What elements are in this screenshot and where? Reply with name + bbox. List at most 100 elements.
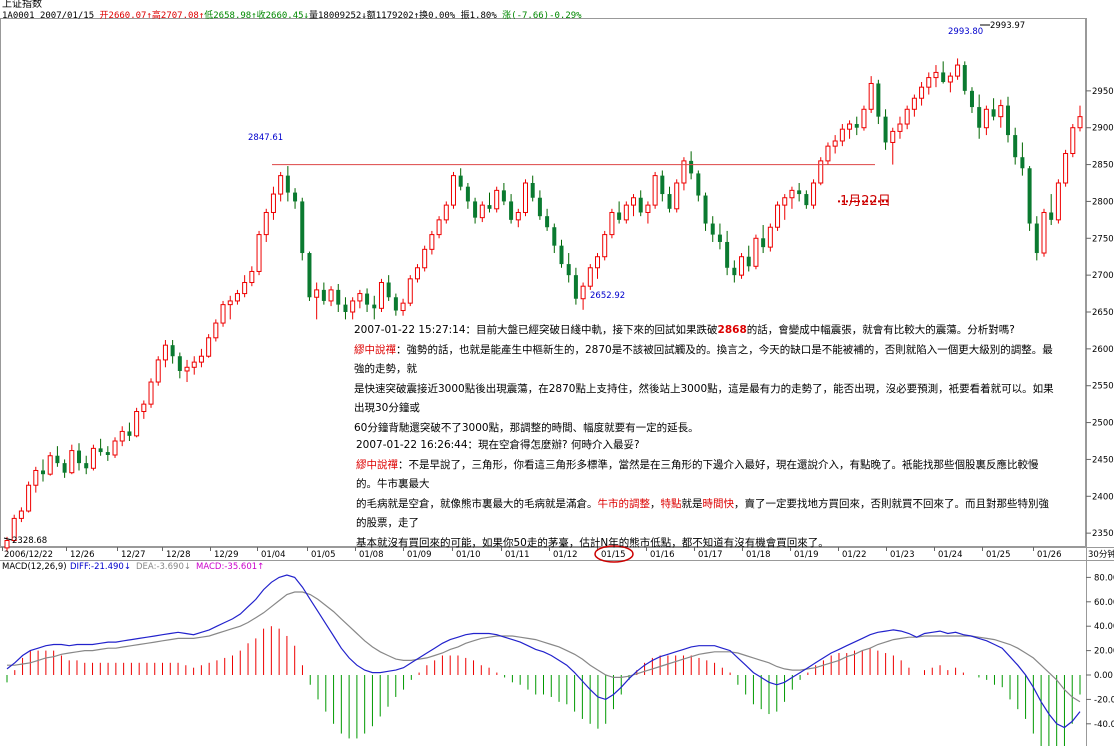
candle-body (832, 140, 838, 147)
candle-body (876, 83, 881, 117)
macd-diff-label: DIFF:-21.490↓ (70, 562, 131, 572)
x-tick-label: 01/25 (986, 550, 1011, 560)
candle-body (112, 440, 118, 456)
candle-body (213, 322, 219, 339)
annotation-block-2: 2007-01-22 16:26:44：現在空倉得怎麼辦? 何時介入最妥? 繆中… (356, 436, 1056, 553)
x-tick-label: 01/08 (359, 550, 384, 560)
candle-body (566, 264, 571, 276)
quote-line: 1A0001 2007/01/15 开2660.07↑高2707.08↑低265… (2, 11, 582, 21)
circled-date-marker (594, 545, 634, 563)
candle-body (775, 204, 781, 228)
candle-body (393, 297, 398, 311)
candle-body (473, 201, 478, 218)
candle-body (256, 234, 262, 272)
candle-body (170, 345, 175, 357)
macd-y-tick-label: 20.00 (1094, 647, 1114, 657)
candle-body (617, 212, 622, 220)
candle-body (77, 450, 82, 464)
candle-body (249, 270, 255, 284)
y-tick-label: 2550. (1092, 382, 1114, 392)
candle-body (343, 304, 348, 312)
x-tick-label: 12/26 (70, 550, 95, 560)
candle-body (365, 293, 370, 305)
candle-body (494, 189, 500, 210)
candle-body (804, 194, 809, 206)
period-label: 30分钟 (1088, 549, 1114, 560)
low-value: 低2658.98↑ (204, 11, 257, 21)
candle-body (789, 189, 795, 199)
candle-body (609, 211, 615, 236)
price-label-peak2: 2993.80 (948, 27, 983, 37)
candle-body (580, 285, 586, 300)
candle-body (522, 182, 528, 213)
candle-body (587, 267, 593, 287)
x-tick-label: 01/24 (938, 550, 963, 560)
candle-body (220, 304, 226, 324)
question-2: 2007-01-22 16:26:44：現在空倉得怎麼辦? 何時介入最妥? (356, 439, 640, 451)
candle-body (479, 204, 485, 219)
candle-body (1013, 135, 1018, 158)
candle-body (278, 175, 284, 195)
candle-body (681, 160, 687, 184)
candle-body (378, 282, 384, 309)
y-tick-label: 2750. (1092, 234, 1114, 244)
x-tick-label: 01/22 (842, 550, 867, 560)
candle-body (515, 211, 521, 221)
candle-body (98, 448, 103, 453)
candle-body (4, 540, 10, 549)
leader-line (3, 537, 13, 541)
candle-body (372, 304, 377, 309)
candle-body (90, 447, 96, 469)
candle-body (242, 282, 248, 295)
candle-body (767, 226, 773, 248)
candle-body (422, 248, 428, 269)
candle-body (602, 234, 608, 258)
y-tick-label: 2350. (1092, 529, 1114, 539)
candle-body (270, 193, 276, 213)
x-tick-label: 01/23 (890, 550, 915, 560)
candle-body (947, 75, 953, 83)
candle-body (998, 105, 1004, 118)
dea-line (7, 591, 1081, 703)
candle-body (465, 186, 470, 202)
x-tick-label: 01/09 (407, 550, 432, 560)
candle-body (429, 234, 435, 250)
candle-body (119, 430, 125, 442)
x-tick-label: 01/10 (456, 550, 481, 560)
candle-body (782, 197, 788, 206)
reply-1: 繆中說禪：強勢的話，也就是能產生中樞新生的，2870是不該被回試觸及的。換言之，… (354, 343, 1053, 376)
macd-dea-label: DEA:-3.690↓ (136, 562, 191, 572)
y-tick-label: 2700. (1092, 271, 1114, 281)
x-tick-label: 12/27 (121, 550, 146, 560)
candle-body (1041, 211, 1047, 254)
code: 1A0001 (2, 11, 35, 21)
y-tick-label: 2450. (1092, 455, 1114, 465)
candle-body (47, 455, 53, 475)
candle-body (1027, 168, 1032, 224)
macd-y-tick-label: 40.00 (1094, 622, 1114, 632)
candle-body (710, 223, 715, 235)
candle-body (696, 173, 701, 196)
candle-body (825, 145, 831, 162)
y-tick-label: 2800. (1092, 197, 1114, 207)
candle-body (868, 82, 874, 110)
candle-body (674, 182, 680, 210)
candle-body (1049, 212, 1054, 220)
x-tick-label: 12/28 (166, 550, 191, 560)
candle-body (746, 256, 751, 267)
x-tick-label: 01/05 (311, 550, 336, 560)
macd-y-tick-label: -40.00 (1094, 720, 1114, 730)
candle-body (11, 517, 17, 542)
question-1: 2007-01-22 15:27:14：目前大盤已經突破日綫中軌，接下來的回試如… (354, 324, 1015, 336)
candle-body (595, 256, 601, 269)
candle-body (545, 216, 550, 228)
macd-y-tick-label: -20.00 (1094, 695, 1114, 705)
candle-body (652, 175, 658, 206)
candle-body (797, 190, 802, 195)
reply-2-line-3: 基本就沒有買回來的可能，如果你50走的茅臺，估計N年的熊市低點，都不知道有沒有機… (356, 536, 829, 549)
candle-body (155, 359, 161, 383)
price-label-top: 2993.97 (990, 21, 1025, 31)
candle-body (983, 108, 989, 129)
candle-body (847, 123, 853, 130)
candle-body (703, 195, 708, 224)
